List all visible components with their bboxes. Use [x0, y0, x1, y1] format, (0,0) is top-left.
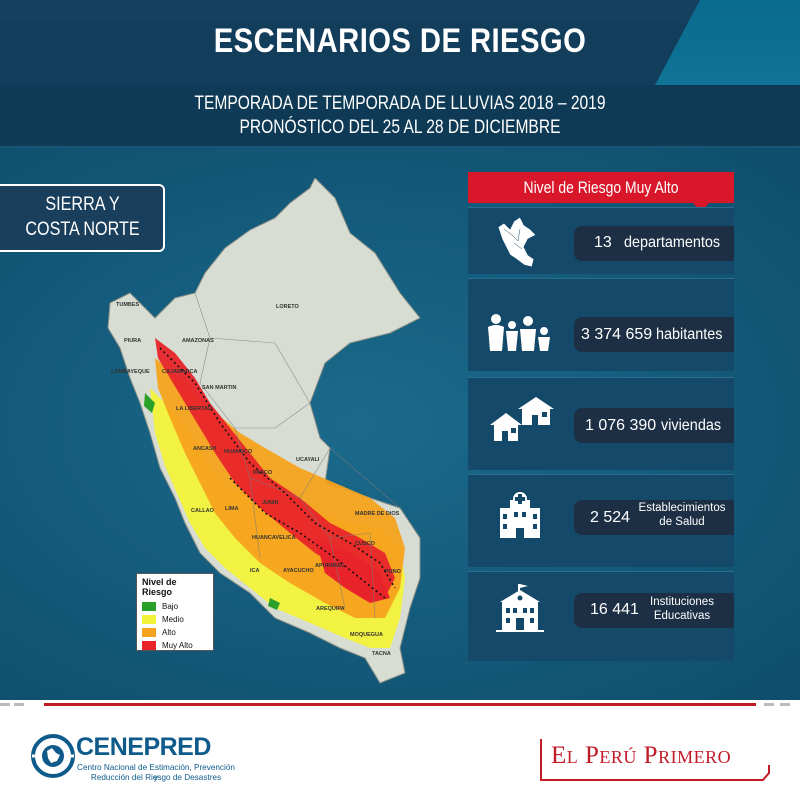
map-label-san-martin: SAN MARTIN	[202, 385, 237, 391]
legend-label: Muy Alto	[162, 641, 193, 650]
map-corridor-line	[159, 347, 396, 589]
stat-number-population: 3 374 659	[581, 326, 653, 343]
map-label-la-libertad: LA LIBERTAD	[176, 406, 213, 412]
subtitle-band	[0, 85, 800, 148]
cenepred-logo-icon	[31, 734, 75, 778]
footer-divider-left-2	[14, 703, 24, 706]
stat-pill-departments	[574, 226, 734, 261]
stat-label-health-line1: Establecimientos	[638, 502, 726, 514]
map-label-puno: PUNO	[385, 569, 401, 575]
peru-primero-logo	[540, 739, 770, 781]
map-label-arequipa: AREQUIPA	[316, 606, 345, 612]
peru-map-icon	[497, 216, 537, 268]
stat-label-health-line2: de Salud	[659, 516, 705, 528]
peru-risk-map	[107, 178, 421, 684]
legend-label: Medio	[162, 615, 184, 624]
map-label-ayacucho: AYACUCHO	[283, 568, 314, 574]
stat-label-housing: viviendas	[661, 417, 722, 434]
stat-number-education: 16 441	[590, 601, 639, 618]
stat-pill-education	[574, 593, 734, 628]
legend-item-low: Bajo	[142, 600, 208, 613]
map-boundaries	[194, 292, 401, 619]
peru-primero-slogan: El Perú Primero	[551, 742, 732, 769]
legend-swatch-medium	[142, 615, 156, 624]
map-zone-low	[144, 393, 155, 413]
map-label-ucayali: UCAYALI	[296, 457, 320, 463]
footer-divider-main	[44, 703, 756, 706]
map-label-junin: JUNIN	[262, 500, 279, 506]
legend-swatch-very-high	[142, 641, 156, 650]
map-label-tacna: TACNA	[372, 651, 391, 657]
map-label-lambayeque: LAMBAYEQUE	[111, 369, 150, 375]
map-label-cusco: CUSCO	[355, 541, 375, 547]
legend-label: Bajo	[162, 602, 179, 611]
region-label-line2: COSTA NORTE	[25, 219, 140, 240]
stat-number-health: 2 524	[590, 509, 631, 526]
cenepred-subtitle-line1: Centro Nacional de Estimación, Prevenció…	[77, 763, 235, 782]
legend-swatch-low	[142, 602, 156, 611]
map-label-apurimac: APURIMAC	[315, 563, 345, 569]
legend-swatch-high	[142, 628, 156, 637]
subtitle-season: TEMPORADA DE TEMPORADA DE LLUVIAS 2018 –…	[194, 93, 606, 114]
map-label-tumbes: TUMBES	[116, 302, 140, 308]
legend-label: Alto	[162, 628, 176, 637]
risk-level-title: Nivel de Riesgo Muy Alto	[523, 178, 679, 197]
title-shape	[0, 0, 700, 85]
map-label-pasco: PASCO	[253, 470, 273, 476]
subtitle-forecast: PRONÓSTICO DEL 25 AL 28 DE DICIEMBRE	[239, 117, 561, 138]
stat-number-departments: 13	[594, 234, 612, 251]
map-label-loreto: LORETO	[276, 304, 299, 310]
footer	[0, 700, 800, 800]
page-title: ESCENARIOS DE RIESGO	[213, 22, 587, 60]
region-label-line1: SIERRA Y	[45, 194, 120, 215]
map-label-huanuco: HUANUCO	[224, 449, 253, 455]
footer-divider-left	[0, 703, 10, 706]
map-label-amazonas: AMAZONAS	[182, 338, 214, 344]
map-label-madre-de-dios: MADRE DE DIOS	[355, 511, 400, 517]
map-zone-low-south	[268, 598, 280, 610]
map-label-callao: CALLAO	[191, 508, 214, 514]
title-box	[0, 0, 800, 85]
cenepred-name: CENEPRED	[76, 733, 211, 761]
footer-divider-right-2	[780, 703, 790, 706]
map-label-ica: ICA	[250, 568, 260, 574]
legend-item-very-high: Muy Alto	[142, 639, 208, 652]
stat-label-departments: departamentos	[624, 234, 721, 251]
cenepred-subtitle-line2: Reducción del Riesgo de Desastres	[90, 773, 222, 782]
stat-pill-population	[574, 317, 734, 352]
houses-icon	[490, 397, 554, 441]
map-label-moquegua: MOQUEGUA	[350, 632, 383, 638]
region-box	[0, 184, 165, 252]
legend-title: Nivel de Riesgo	[142, 577, 177, 597]
map-label-ancash: ANCASH	[193, 446, 217, 452]
stat-pill-health	[574, 500, 734, 535]
risk-level-header	[468, 172, 734, 203]
map-label-lima: LIMA	[225, 506, 239, 512]
map-label-piura: PIURA	[124, 338, 142, 344]
stat-label-education-line1: Instituciones	[650, 596, 714, 608]
legend-item-high: Alto	[142, 626, 208, 639]
hospital-icon	[500, 492, 540, 538]
map-label-huancavelica: HUANCAVELICA	[252, 535, 296, 541]
map-label-cajamarca: CAJAMARCA	[162, 369, 198, 375]
school-icon	[496, 584, 544, 632]
footer-divider-right	[764, 703, 774, 706]
stat-label-population: habitantes	[656, 326, 723, 343]
map-legend: Nivel de Riesgo Bajo Medio Alto Muy Alto	[136, 573, 214, 651]
people-icon	[488, 314, 550, 351]
stat-number-housing: 1 076 390	[585, 417, 657, 434]
map-zone-very-high	[155, 338, 395, 598]
stat-label-education-line2: Educativas	[653, 610, 711, 622]
legend-item-medium: Medio	[142, 613, 208, 626]
stat-pill-housing	[574, 408, 734, 443]
map-corridor-line-2	[229, 477, 386, 599]
